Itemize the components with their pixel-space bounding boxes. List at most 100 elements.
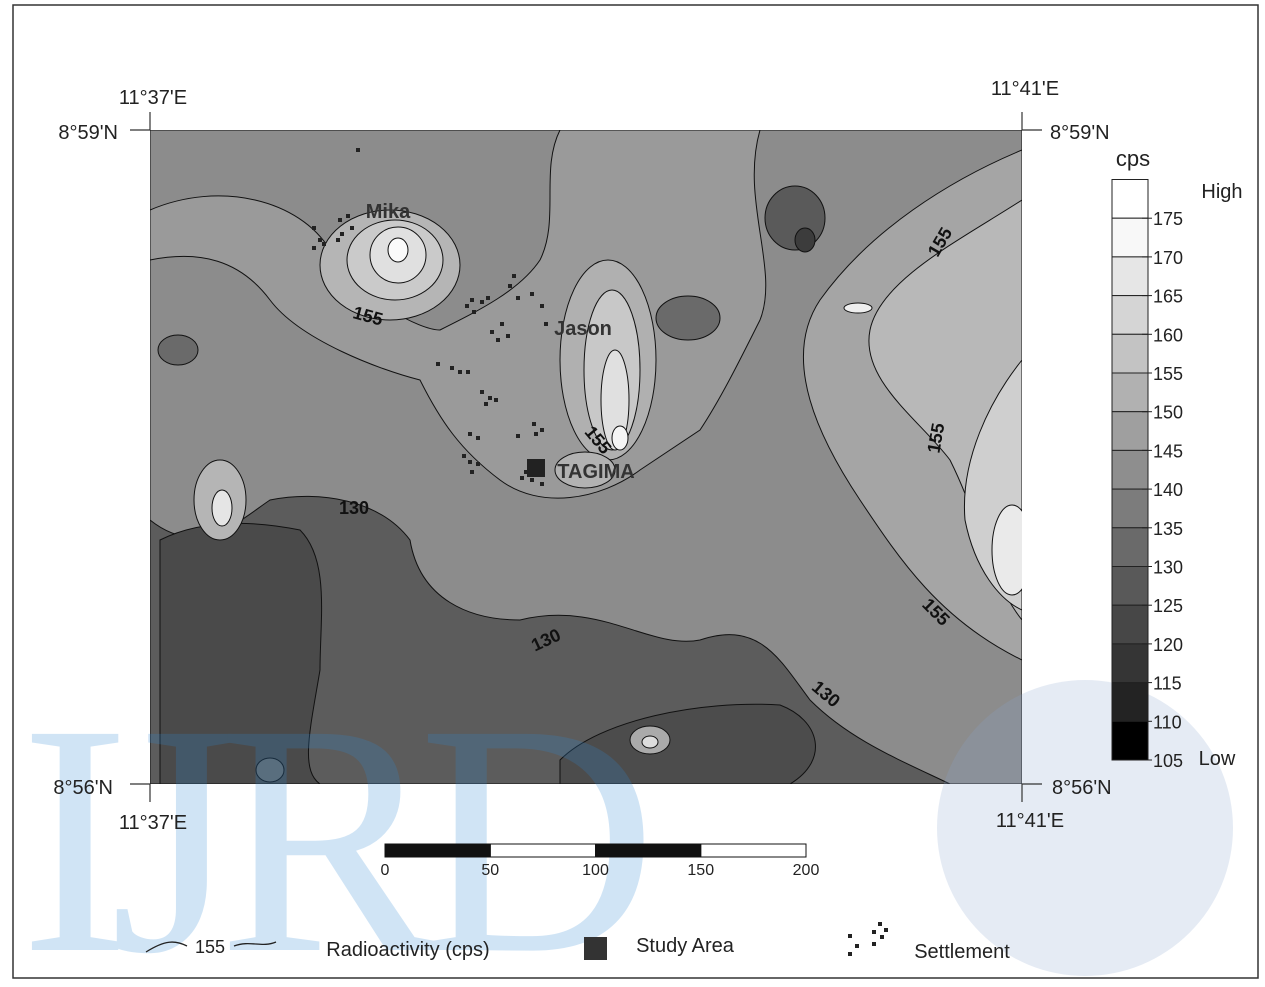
settlement <box>468 432 472 436</box>
settlement <box>470 470 474 474</box>
coord-label: 8°59'N <box>58 122 118 144</box>
settlement <box>520 476 524 480</box>
settlement <box>312 246 316 250</box>
place-label: TAGIMA <box>557 461 634 483</box>
settlement <box>470 298 474 302</box>
colorbar-tick-label: 160 <box>1153 325 1183 345</box>
settlement <box>508 284 512 288</box>
coord-label: 8°59'N <box>1050 122 1110 144</box>
scale-segment <box>490 844 595 857</box>
scale-segment <box>596 844 701 857</box>
map-figure: IJRD 11°37'E 11°41'E 8°59'N 8°59'N 8°56'… <box>0 0 1265 982</box>
place-label: Jason <box>554 318 612 340</box>
colorbar-tick-label: 165 <box>1153 287 1183 307</box>
settlement <box>318 238 322 242</box>
settlement <box>506 334 510 338</box>
settlement <box>544 322 548 326</box>
settlement <box>468 460 472 464</box>
settlement <box>340 232 344 236</box>
colorbar-tick-label: 125 <box>1153 596 1183 616</box>
contour-label: 130 <box>339 498 369 518</box>
settlement <box>540 428 544 432</box>
colorbar-low: Low <box>1199 748 1236 770</box>
settlement <box>494 398 498 402</box>
colorbar-band <box>1112 605 1148 644</box>
settlement <box>540 482 544 486</box>
settlement <box>524 470 528 474</box>
settlement <box>466 370 470 374</box>
colorbar-tick-label: 155 <box>1153 364 1183 384</box>
colorbar-tick-label: 135 <box>1153 519 1183 539</box>
study-area-marker <box>527 459 545 477</box>
settlement <box>450 366 454 370</box>
colorbar-band <box>1112 257 1148 296</box>
coord-label: 11°41'E <box>996 810 1064 832</box>
scale-tick-label: 200 <box>793 862 820 879</box>
legend-study-area <box>584 937 607 960</box>
colorbar-band <box>1112 218 1148 257</box>
settlement <box>512 274 516 278</box>
colorbar-band <box>1112 334 1148 373</box>
settlement <box>534 432 538 436</box>
settlement <box>436 362 440 366</box>
colorbar-tick-label: 115 <box>1153 674 1182 694</box>
colorbar-band <box>1112 721 1148 760</box>
coord-label: 11°41'E <box>991 78 1059 100</box>
colorbar-band <box>1112 489 1148 528</box>
settlement <box>346 214 350 218</box>
colorbar-tick-label: 140 <box>1153 480 1183 500</box>
place-label: Mika <box>366 201 411 223</box>
settlement <box>484 402 488 406</box>
watermark-text: IJRD <box>20 657 645 982</box>
scale-segment <box>385 844 490 857</box>
colorbar-title: cps <box>1116 146 1150 171</box>
settlement <box>480 390 484 394</box>
legend-label: Settlement <box>914 941 1010 963</box>
coord-label: 11°37'E <box>119 87 187 109</box>
colorbar-tick-label: 175 <box>1153 209 1183 229</box>
colorbar-band <box>1112 450 1148 489</box>
colorbar-high: High <box>1201 181 1242 203</box>
settlement <box>472 310 476 314</box>
settlement <box>488 396 492 400</box>
settlement <box>480 300 484 304</box>
colorbar-tick-label: 150 <box>1153 403 1183 423</box>
coord-label: 8°56'N <box>1052 777 1112 799</box>
settlement <box>496 338 500 342</box>
colorbar-tick-label: 170 <box>1153 248 1183 268</box>
colorbar-band <box>1112 373 1148 412</box>
colorbar-band <box>1112 567 1148 606</box>
legend-sample: 155 <box>195 937 225 957</box>
colorbar-band <box>1112 683 1148 722</box>
settlement <box>350 226 354 230</box>
settlement <box>486 296 490 300</box>
colorbar-band <box>1112 180 1148 219</box>
settlement <box>356 148 360 152</box>
legend-label: Radioactivity (cps) <box>326 939 489 961</box>
colorbar-tick-label: 120 <box>1153 635 1183 655</box>
settlement <box>476 436 480 440</box>
settlement <box>530 478 534 482</box>
scale-tick-label: 0 <box>381 862 390 879</box>
settlement <box>338 218 342 222</box>
colorbar-band <box>1112 412 1148 451</box>
settlement <box>516 434 520 438</box>
coord-label: 8°56'N <box>53 777 113 799</box>
settlement <box>458 370 462 374</box>
settlement <box>462 454 466 458</box>
settlement <box>516 296 520 300</box>
colorbar-tick-label: 110 <box>1153 712 1182 732</box>
settlement <box>476 462 480 466</box>
scale-tick-label: 100 <box>582 862 609 879</box>
colorbar-band <box>1112 528 1148 567</box>
scale-segment <box>701 844 806 857</box>
colorbar-tick-label: 130 <box>1153 558 1183 578</box>
coord-label: 11°37'E <box>119 812 187 834</box>
settlement <box>532 422 536 426</box>
colorbar-tick-label: 105 <box>1153 751 1183 771</box>
settlement <box>530 292 534 296</box>
legend-label: Study Area <box>636 935 735 957</box>
settlement <box>465 304 469 308</box>
colorbar-band <box>1112 644 1148 683</box>
settlement <box>322 242 326 246</box>
